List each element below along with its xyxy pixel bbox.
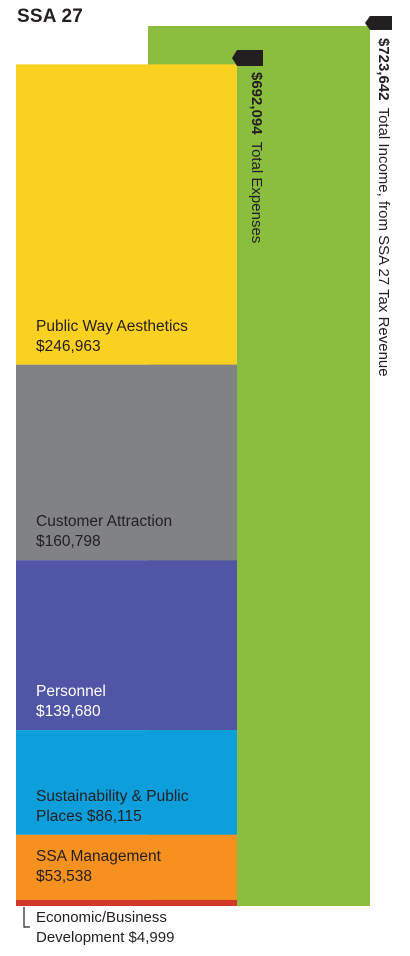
segment-name: Personnel [36,683,106,701]
segment-amount: $139,680 [36,703,101,721]
segment-label-personnel: Personnel $139,680 [36,682,232,722]
expense-segment-customer-attraction [16,364,237,561]
segment-amount: $246,963 [36,337,101,355]
income-total-label: $723,642 Total Income, from SSA 27 Tax Re… [375,38,392,377]
expenses-amount: $692,094 [248,72,265,135]
segment-amount: Development $4,999 [36,929,175,946]
expense-segment-public-way-aesthetics [16,64,237,365]
income-marker-tab [365,16,392,30]
segment-label-ssa-management: SSA Management $53,538 [36,847,232,887]
income-label-text: Total Income, from SSA 27 Tax Revenue [375,107,392,377]
segment-label-economic-business-development: Economic/Business Development $4,999 [36,908,256,948]
expense-segment-personnel [16,560,237,731]
economic-leader-line [23,907,30,928]
expenses-marker-tab [232,50,263,66]
expenses-total-label: $692,094 Total Expenses [248,72,265,243]
expenses-label-text: Total Expenses [248,141,265,244]
chart-title: SSA 27 [17,6,83,27]
income-amount: $723,642 [375,38,392,101]
segment-name: Public Way Aesthetics [36,317,188,335]
segment-name: Economic/Business [36,909,167,926]
segment-amount: $160,798 [36,533,101,551]
expense-segment-ssa-management [16,834,237,900]
segment-name: Sustainability & Public [36,787,189,805]
segment-name: SSA Management [36,848,161,866]
segment-amount: $53,538 [36,868,93,886]
segment-name: Customer Attraction [36,513,173,531]
expense-segment-sustainability-public-places [16,730,237,835]
segment-label-public-way-aesthetics: Public Way Aesthetics $246,963 [36,317,232,357]
segment-label-sustainability: Sustainability & Public Places $86,115 [36,787,232,827]
expense-segment-economic-business-development [16,899,237,906]
segment-amount: Places $86,115 [36,807,142,825]
segment-label-customer-attraction: Customer Attraction $160,798 [36,512,232,552]
